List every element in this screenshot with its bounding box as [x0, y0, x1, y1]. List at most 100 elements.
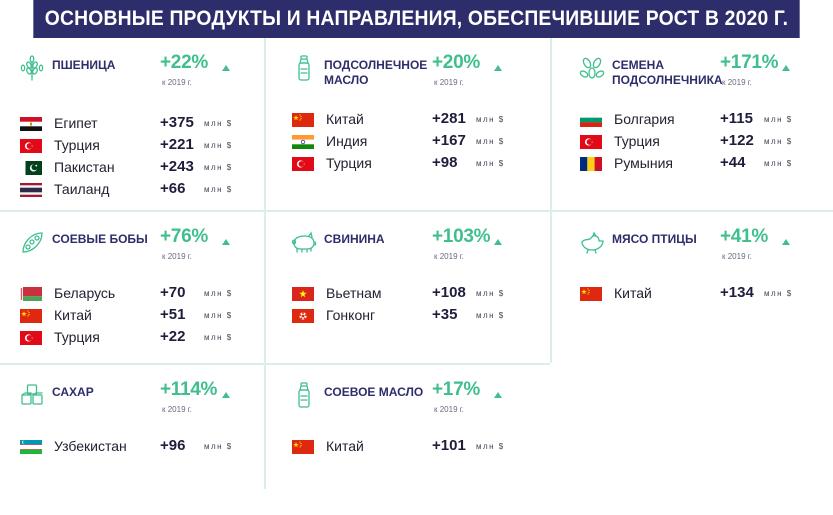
up-arrow-icon	[494, 392, 502, 398]
country-row: Болгария +115 млн $	[580, 110, 820, 130]
amount-unit: млн $	[476, 442, 505, 451]
growth-percent: +114%	[160, 379, 218, 400]
sugar-cubes-icon	[18, 381, 46, 409]
china-flag-icon	[292, 113, 314, 127]
up-arrow-icon	[222, 392, 230, 398]
baseline-note: к 2019 г.	[162, 78, 192, 87]
china-flag-icon	[580, 287, 602, 301]
product-card: СОЕВЫЕ БОБЫ +76% к 2019 г. Беларусь +70 млн $…	[0, 212, 260, 362]
country-name: Китай	[326, 111, 364, 127]
sunflower-seeds-icon	[578, 54, 606, 82]
china-flag-icon	[20, 309, 42, 323]
country-row: Беларусь +70 млн $	[20, 284, 260, 304]
up-arrow-icon	[782, 239, 790, 245]
export-amount: +122	[720, 132, 754, 149]
amount-unit: млн $	[764, 159, 793, 168]
up-arrow-icon	[782, 65, 790, 71]
china-flag-icon	[292, 440, 314, 454]
country-row: Таиланд +66 млн $	[20, 180, 260, 200]
country-row: Румыния +44 млн $	[580, 154, 820, 174]
growth-percent: +22%	[160, 52, 208, 73]
amount-unit: млн $	[204, 333, 233, 342]
country-row: Турция +98 млн $	[292, 154, 532, 174]
growth-percent: +103%	[432, 226, 491, 247]
divider	[0, 363, 550, 365]
export-amount: +66	[160, 180, 186, 197]
up-arrow-icon	[494, 65, 502, 71]
country-name: Турция	[614, 133, 660, 149]
uzbekistan-flag-icon	[20, 440, 42, 454]
export-amount: +70	[160, 284, 186, 301]
oil-bottle-icon	[290, 54, 318, 82]
amount-unit: млн $	[764, 137, 793, 146]
country-name: Китай	[326, 438, 364, 454]
country-name: Турция	[54, 137, 100, 153]
hongkong-flag-icon	[292, 309, 314, 323]
country-name: Турция	[326, 155, 372, 171]
country-name: Таиланд	[54, 181, 110, 197]
divider	[0, 210, 833, 212]
country-row: Китай +134 млн $	[580, 284, 820, 304]
country-row: Турция +122 млн $	[580, 132, 820, 152]
product-title: САХАР	[52, 385, 94, 399]
export-amount: +221	[160, 136, 194, 153]
country-row: Китай +51 млн $	[20, 306, 260, 326]
thailand-flag-icon	[20, 183, 42, 197]
amount-unit: млн $	[764, 115, 793, 124]
product-title: СОЕВЫЕ БОБЫ	[52, 232, 148, 246]
baseline-note: к 2019 г.	[722, 78, 752, 87]
amount-unit: млн $	[204, 311, 233, 320]
romania-flag-icon	[580, 157, 602, 171]
chicken-icon	[578, 228, 606, 256]
product-card: ПОДСОЛНЕЧНОЕ МАСЛО +20% к 2019 г. Китай +281…	[272, 38, 532, 188]
up-arrow-icon	[222, 65, 230, 71]
amount-unit: млн $	[476, 311, 505, 320]
growth-percent: +17%	[432, 379, 480, 400]
country-row: Египет +375 млн $	[20, 114, 260, 134]
divider	[550, 38, 552, 363]
country-name: Беларусь	[54, 285, 116, 301]
india-flag-icon	[292, 135, 314, 149]
export-amount: +98	[432, 154, 458, 171]
product-card: СОЕВОЕ МАСЛО +17% к 2019 г. Китай +101 млн $	[272, 365, 532, 515]
export-amount: +44	[720, 154, 746, 171]
country-name: Индия	[326, 133, 368, 149]
baseline-note: к 2019 г.	[722, 252, 752, 261]
country-row: Гонконг +35 млн $	[292, 306, 532, 326]
country-row: Узбекистан +96 млн $	[20, 437, 260, 457]
product-card: ПШЕНИЦА +22% к 2019 г. Египет +375 млн $ Турци…	[0, 38, 260, 197]
up-arrow-icon	[494, 239, 502, 245]
amount-unit: млн $	[764, 289, 793, 298]
export-amount: +96	[160, 437, 186, 454]
country-name: Гонконг	[326, 307, 376, 323]
up-arrow-icon	[222, 239, 230, 245]
amount-unit: млн $	[476, 159, 505, 168]
export-amount: +115	[720, 110, 753, 127]
product-card: СВИНИНА +103% к 2019 г. Вьетнам +108 млн $ Гон…	[272, 212, 532, 362]
export-amount: +375	[160, 114, 194, 131]
turkey-flag-icon	[580, 135, 602, 149]
export-amount: +101	[432, 437, 466, 454]
country-name: Турция	[54, 329, 100, 345]
pakistan-flag-icon	[20, 161, 42, 175]
country-row: Турция +221 млн $	[20, 136, 260, 156]
amount-unit: млн $	[204, 442, 233, 451]
growth-percent: +41%	[720, 226, 768, 247]
country-name: Болгария	[614, 111, 675, 127]
product-title: МЯСО ПТИЦЫ	[612, 232, 697, 246]
export-amount: +134	[720, 284, 754, 301]
product-title: СЕМЕНА ПОДСОЛНЕЧНИКА	[612, 58, 723, 87]
oil-bottle-icon	[290, 381, 318, 409]
amount-unit: млн $	[204, 289, 233, 298]
country-row: Турция +22 млн $	[20, 328, 260, 348]
product-title: СВИНИНА	[324, 232, 385, 246]
turkey-flag-icon	[20, 139, 42, 153]
amount-unit: млн $	[204, 119, 233, 128]
product-title: СОЕВОЕ МАСЛО	[324, 385, 424, 399]
country-row: Китай +281 млн $	[292, 110, 532, 130]
export-amount: +167	[432, 132, 466, 149]
country-name: Узбекистан	[54, 438, 127, 454]
page-title: ОСНОВНЫЕ ПРОДУКТЫ И НАПРАВЛЕНИЯ, ОБЕСПЕЧ…	[33, 0, 800, 38]
country-name: Румыния	[614, 155, 674, 171]
country-name: Египет	[54, 115, 98, 131]
